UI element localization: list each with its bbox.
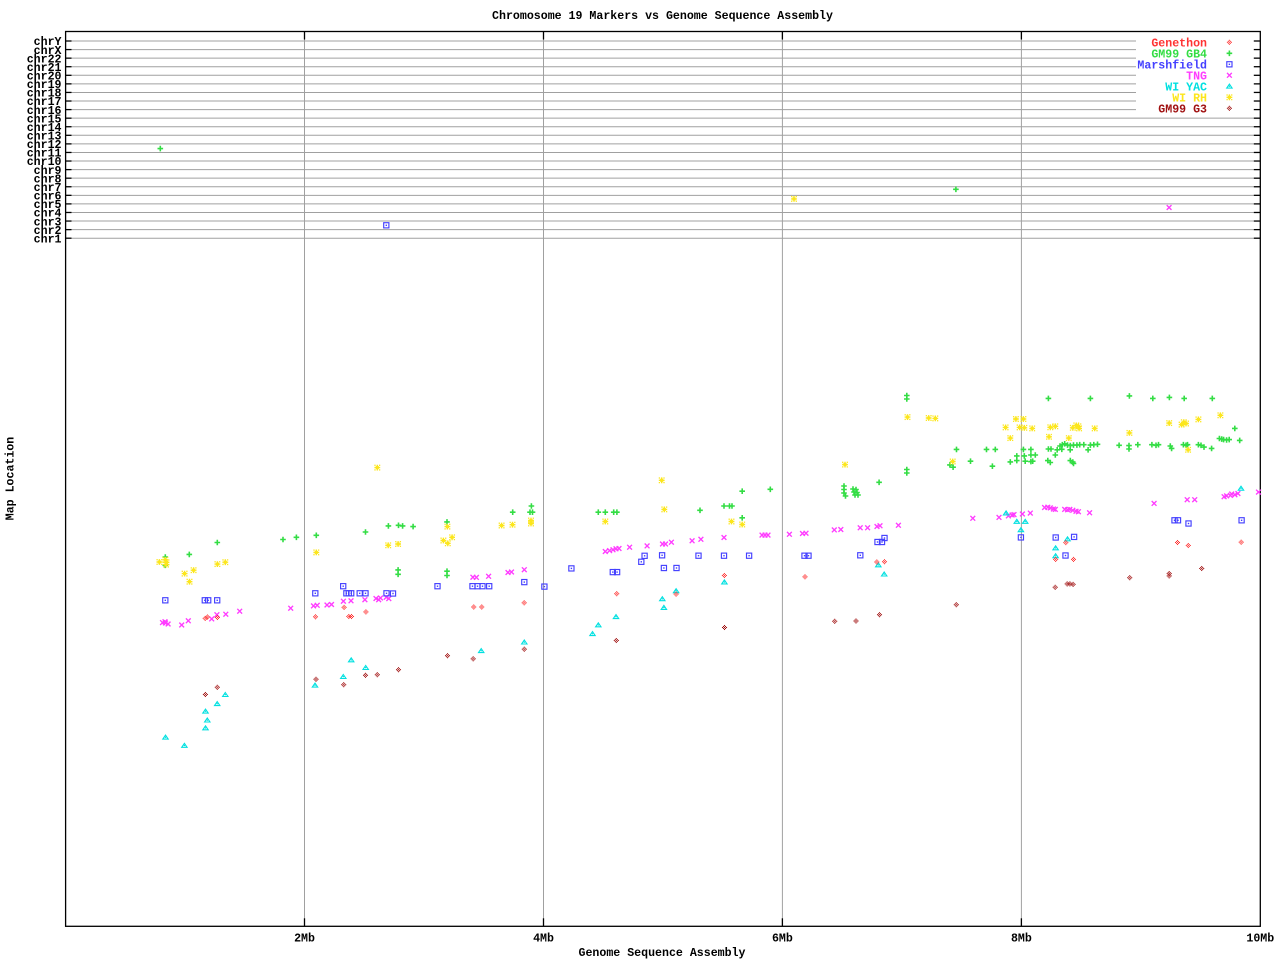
svg-text:Genethon: Genethon — [1151, 38, 1207, 51]
svg-text:10Mb: 10Mb — [1246, 933, 1274, 946]
svg-text:8Mb: 8Mb — [1011, 933, 1032, 946]
svg-text:6Mb: 6Mb — [772, 933, 793, 946]
svg-text:chr15: chr15 — [27, 113, 62, 126]
svg-text:chr21: chr21 — [27, 62, 62, 75]
svg-text:chr18: chr18 — [27, 88, 62, 101]
svg-text:chr1: chr1 — [34, 233, 62, 246]
svg-text:Map Location: Map Location — [5, 437, 18, 521]
svg-text:GM99 GB4: GM99 GB4 — [1151, 49, 1207, 62]
svg-text:chr4: chr4 — [34, 208, 62, 221]
svg-text:chr16: chr16 — [27, 105, 62, 118]
svg-text:chr20: chr20 — [27, 71, 62, 84]
svg-text:chr5: chr5 — [34, 199, 62, 212]
svg-text:WI YAC: WI YAC — [1165, 82, 1207, 95]
svg-text:chr19: chr19 — [27, 79, 62, 92]
svg-text:chrX: chrX — [34, 45, 62, 58]
svg-text:chr11: chr11 — [27, 148, 62, 161]
svg-text:Genome Sequence Assembly: Genome Sequence Assembly — [579, 947, 746, 960]
svg-text:Marshfield: Marshfield — [1137, 60, 1207, 73]
svg-text:chr8: chr8 — [34, 173, 62, 186]
svg-text:WI RH: WI RH — [1172, 93, 1207, 106]
svg-text:chr3: chr3 — [34, 216, 62, 229]
svg-text:chr13: chr13 — [27, 131, 62, 144]
svg-text:chr17: chr17 — [27, 96, 62, 109]
svg-text:TNG: TNG — [1186, 71, 1207, 84]
svg-text:2Mb: 2Mb — [294, 933, 315, 946]
svg-text:chr22: chr22 — [27, 53, 62, 66]
svg-text:chr10: chr10 — [27, 156, 62, 169]
svg-text:chr14: chr14 — [27, 122, 62, 135]
svg-text:chr6: chr6 — [34, 191, 62, 204]
svg-text:chrY: chrY — [34, 36, 62, 49]
svg-text:GM99 G3: GM99 G3 — [1158, 104, 1207, 117]
svg-text:4Mb: 4Mb — [533, 933, 554, 946]
svg-text:chr7: chr7 — [34, 182, 62, 195]
svg-text:Chromosome 19 Markers vs Genom: Chromosome 19 Markers vs Genome Sequence… — [492, 10, 833, 23]
svg-text:chr2: chr2 — [34, 225, 62, 238]
svg-text:chr9: chr9 — [34, 165, 62, 178]
svg-text:chr12: chr12 — [27, 139, 62, 152]
